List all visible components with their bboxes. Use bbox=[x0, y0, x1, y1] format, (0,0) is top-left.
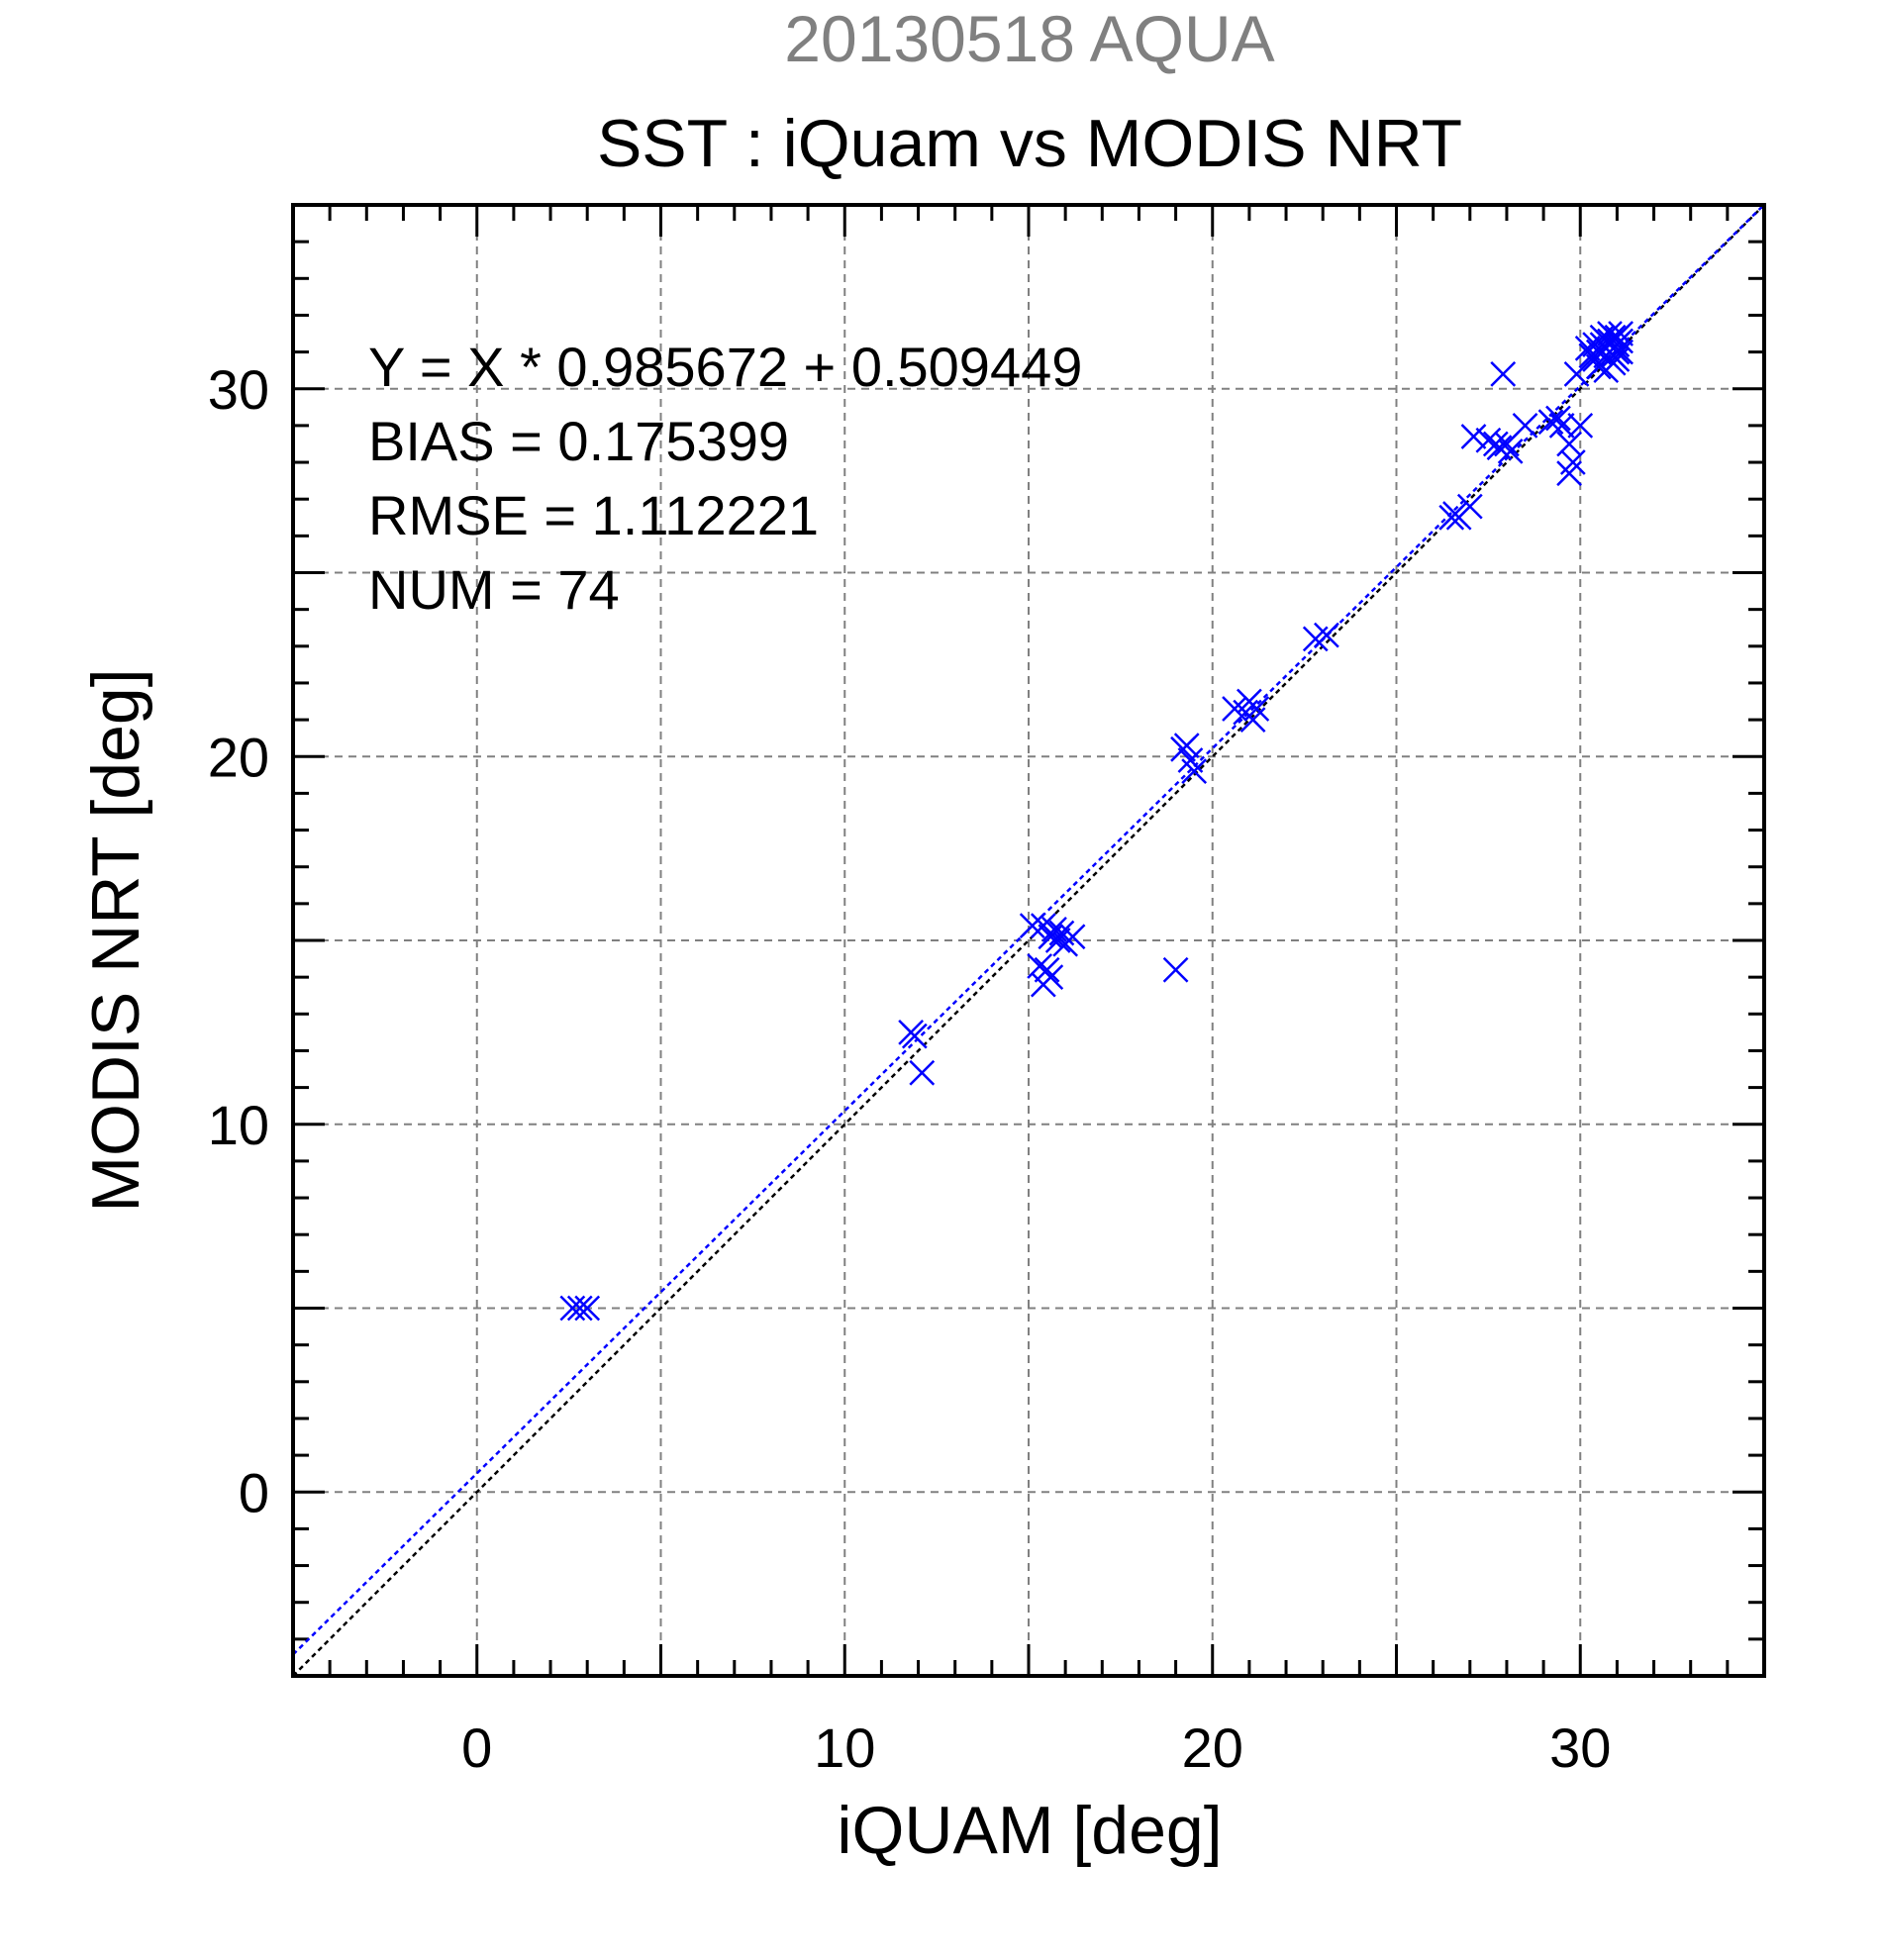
x-tick-label: 10 bbox=[814, 1716, 875, 1779]
data-point bbox=[1600, 324, 1627, 350]
data-point bbox=[901, 1023, 928, 1049]
data-point bbox=[566, 1295, 593, 1322]
data-point bbox=[1475, 427, 1502, 453]
y-tick-label: 10 bbox=[208, 1094, 269, 1156]
y-axis-label: MODIS NRT [deg] bbox=[78, 668, 153, 1212]
fit-line bbox=[293, 205, 1764, 1656]
stats-rmse: RMSE = 1.112221 bbox=[368, 484, 819, 546]
data-point bbox=[1604, 339, 1631, 365]
data-point bbox=[574, 1295, 601, 1322]
grid-lines bbox=[293, 205, 1764, 1676]
data-point bbox=[1173, 733, 1200, 758]
chart-title: SST : iQuam vs MODIS NRT bbox=[597, 106, 1462, 181]
y-tick-labels: 0 10 20 30 bbox=[208, 358, 269, 1524]
x-tick-label: 30 bbox=[1549, 1716, 1611, 1779]
x-tick-label: 20 bbox=[1182, 1716, 1243, 1779]
y-tick-label: 20 bbox=[208, 726, 269, 788]
data-point bbox=[1556, 460, 1582, 487]
data-point bbox=[1567, 413, 1594, 439]
data-points bbox=[559, 321, 1634, 1322]
data-point bbox=[1460, 424, 1487, 449]
data-point bbox=[1548, 413, 1575, 439]
data-point bbox=[1181, 758, 1208, 784]
data-point bbox=[1585, 353, 1612, 380]
x-tick-labels: 0 10 20 30 bbox=[461, 1716, 1611, 1779]
data-point bbox=[1490, 361, 1517, 387]
data-point bbox=[1034, 956, 1060, 983]
chart-supertitle: 20130518 AQUA bbox=[784, 2, 1274, 75]
data-point bbox=[1044, 928, 1071, 953]
data-point bbox=[1608, 339, 1634, 365]
x-tick-label: 0 bbox=[461, 1716, 492, 1779]
data-point bbox=[1019, 913, 1045, 939]
data-point bbox=[1497, 439, 1524, 464]
plot-frame bbox=[291, 203, 1766, 1678]
stats-bias: BIAS = 0.175399 bbox=[368, 410, 789, 472]
data-point bbox=[1512, 413, 1538, 439]
y-tick-label: 0 bbox=[239, 1461, 269, 1523]
data-point bbox=[1239, 707, 1266, 733]
data-point bbox=[1456, 493, 1483, 520]
stats-box: Y = X * 0.985672 + 0.509449 BIAS = 0.175… bbox=[368, 336, 1082, 621]
data-point bbox=[1545, 405, 1571, 432]
stats-num: NUM = 74 bbox=[368, 558, 620, 621]
data-point bbox=[1563, 361, 1590, 387]
reference-lines bbox=[293, 205, 1764, 1676]
data-point bbox=[1162, 956, 1189, 983]
data-point bbox=[1059, 924, 1086, 950]
data-point bbox=[1038, 964, 1064, 991]
x-axis-label: iQUAM [deg] bbox=[837, 1793, 1222, 1868]
y-tick-label: 30 bbox=[208, 358, 269, 421]
data-point bbox=[1314, 622, 1339, 648]
data-point bbox=[909, 1059, 936, 1086]
stats-fit-equation: Y = X * 0.985672 + 0.509449 bbox=[368, 336, 1082, 398]
data-point bbox=[1582, 332, 1608, 358]
